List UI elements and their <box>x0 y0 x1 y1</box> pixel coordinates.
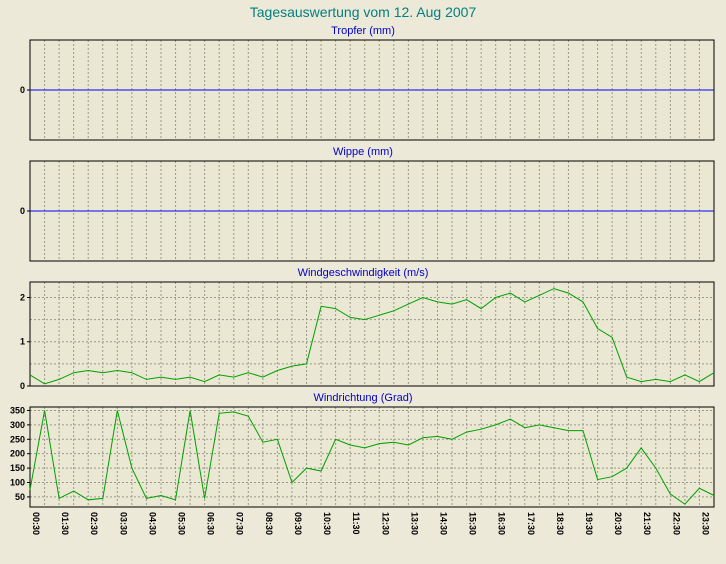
windrichtung-chart-title: Windrichtung (Grad) <box>313 392 413 404</box>
svg-text:100: 100 <box>10 478 25 488</box>
svg-text:16:30: 16:30 <box>497 512 507 535</box>
wippe-panel: Wippe (mm) 0 <box>0 145 726 264</box>
svg-text:00:30: 00:30 <box>31 512 41 535</box>
wippe-chart: 0 <box>20 160 715 262</box>
svg-text:300: 300 <box>10 420 25 430</box>
svg-text:150: 150 <box>10 463 25 473</box>
svg-text:10:30: 10:30 <box>322 512 332 535</box>
svg-text:03:30: 03:30 <box>118 512 128 535</box>
svg-text:06:30: 06:30 <box>206 512 216 535</box>
windgeschwindigkeit-chart: 0 1 2 <box>20 281 715 389</box>
windgeschwindigkeit-panel: Windgeschwindigkeit (m/s) 0 1 2 <box>0 266 726 389</box>
svg-text:09:30: 09:30 <box>293 512 303 535</box>
svg-text:08:30: 08:30 <box>264 512 274 535</box>
windrichtung-panel: Windrichtung (Grad) 50 100 150 200 250 300 350… <box>0 391 726 551</box>
svg-text:17:30: 17:30 <box>526 512 536 535</box>
svg-text:0: 0 <box>20 85 25 95</box>
svg-text:01:30: 01:30 <box>60 512 70 535</box>
svg-text:07:30: 07:30 <box>235 512 245 535</box>
svg-text:12:30: 12:30 <box>380 512 390 535</box>
page-title: Tagesauswertung vom 12. Aug 2007 <box>249 4 477 20</box>
svg-text:19:30: 19:30 <box>584 512 594 535</box>
windrichtung-chart: 50 100 150 200 250 300 350 00:30 01:30 02:30 03:30… <box>10 406 715 535</box>
svg-text:350: 350 <box>10 406 25 415</box>
svg-text:14:30: 14:30 <box>438 512 448 535</box>
svg-text:15:30: 15:30 <box>468 512 478 535</box>
tropfer-panel: Tropfer (mm) 0 <box>0 24 726 143</box>
windgeschwindigkeit-chart-title: Windgeschwindigkeit (m/s) <box>297 267 429 279</box>
tropfer-chart: 0 <box>20 39 715 141</box>
svg-text:2: 2 <box>20 292 25 302</box>
wippe-chart-title: Wippe (mm) <box>333 146 393 158</box>
svg-text:05:30: 05:30 <box>177 512 187 535</box>
tropfer-chart-title: Tropfer (mm) <box>331 25 395 37</box>
svg-text:50: 50 <box>15 492 25 502</box>
svg-text:22:30: 22:30 <box>671 512 681 535</box>
svg-text:20:30: 20:30 <box>613 512 623 535</box>
svg-text:11:30: 11:30 <box>351 512 361 535</box>
svg-text:04:30: 04:30 <box>147 512 157 535</box>
svg-text:200: 200 <box>10 449 25 459</box>
svg-text:250: 250 <box>10 434 25 444</box>
svg-text:21:30: 21:30 <box>642 512 652 535</box>
svg-text:0: 0 <box>20 381 25 389</box>
svg-text:18:30: 18:30 <box>555 512 565 535</box>
svg-text:23:30: 23:30 <box>700 512 710 535</box>
svg-text:13:30: 13:30 <box>409 512 419 535</box>
svg-text:1: 1 <box>20 337 25 347</box>
svg-text:02:30: 02:30 <box>89 512 99 535</box>
svg-text:0: 0 <box>20 206 25 216</box>
